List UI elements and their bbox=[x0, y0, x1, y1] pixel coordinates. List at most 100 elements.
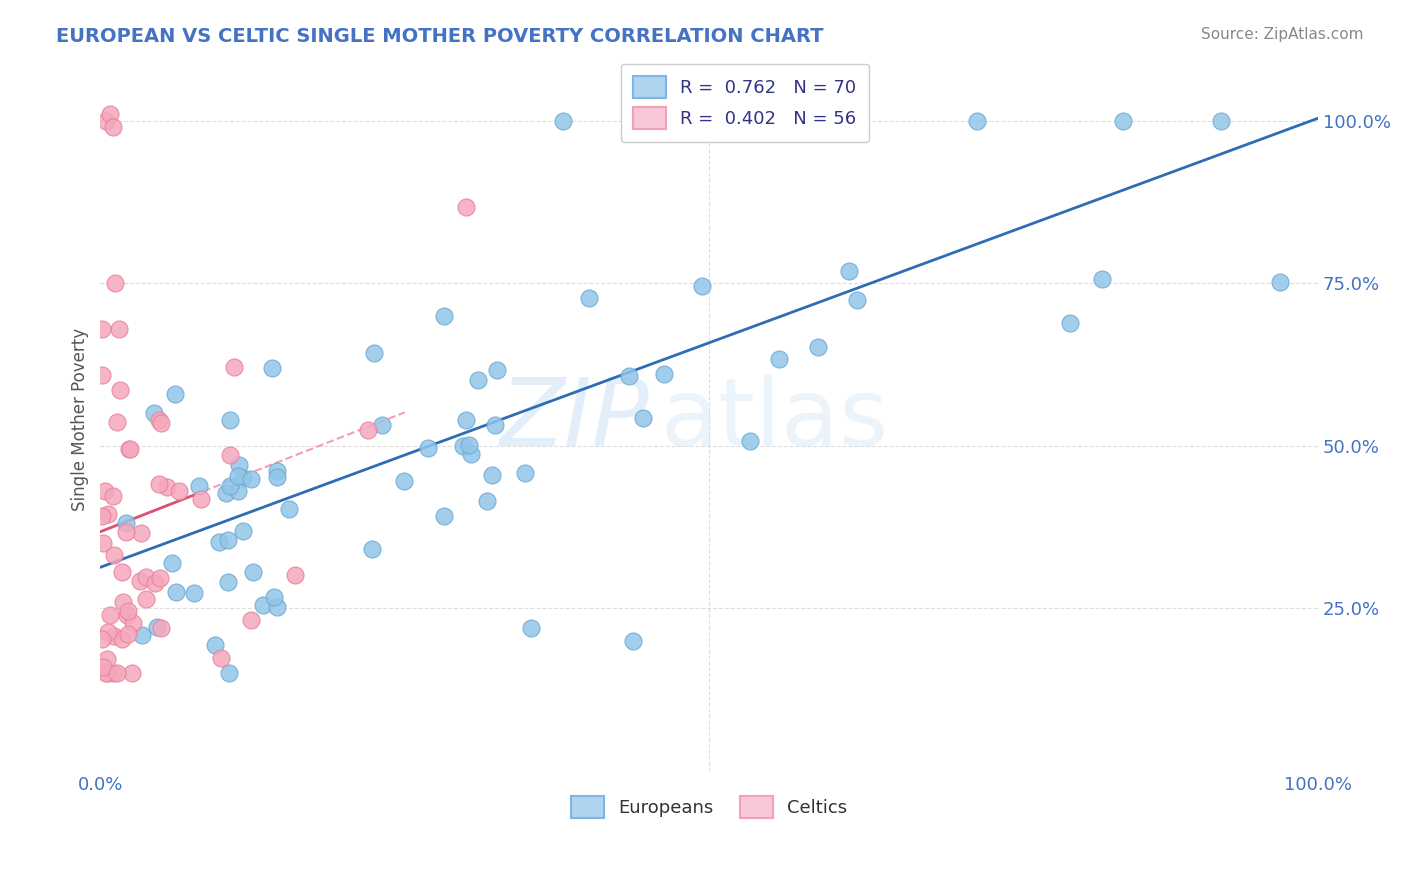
Point bbox=[209, 650, 232, 665]
Point bbox=[115, 525, 138, 540]
Point bbox=[226, 469, 249, 483]
Point bbox=[135, 592, 157, 607]
Point bbox=[94, 483, 117, 498]
Point bbox=[1112, 113, 1135, 128]
Point bbox=[371, 417, 394, 432]
Point bbox=[578, 291, 600, 305]
Point bbox=[208, 534, 231, 549]
Point bbox=[520, 621, 543, 635]
Point bbox=[165, 585, 187, 599]
Y-axis label: Single Mother Poverty: Single Mother Poverty bbox=[72, 328, 89, 511]
Point bbox=[146, 619, 169, 633]
Point bbox=[232, 470, 254, 484]
Point bbox=[96, 652, 118, 666]
Point bbox=[104, 276, 127, 290]
Point bbox=[454, 200, 477, 214]
Point bbox=[145, 575, 167, 590]
Point bbox=[433, 509, 456, 524]
Point bbox=[460, 446, 482, 460]
Point bbox=[475, 493, 498, 508]
Point bbox=[240, 613, 263, 627]
Point bbox=[807, 340, 830, 354]
Point bbox=[167, 484, 190, 499]
Point bbox=[467, 373, 489, 387]
Point bbox=[101, 489, 124, 503]
Point bbox=[148, 413, 170, 427]
Point bbox=[218, 666, 240, 681]
Text: EUROPEAN VS CELTIC SINGLE MOTHER POVERTY CORRELATION CHART: EUROPEAN VS CELTIC SINGLE MOTHER POVERTY… bbox=[56, 27, 824, 45]
Point bbox=[103, 629, 125, 643]
Point bbox=[90, 632, 112, 646]
Text: atlas: atlas bbox=[661, 374, 889, 466]
Point bbox=[723, 113, 745, 128]
Point bbox=[360, 542, 382, 557]
Point bbox=[1209, 113, 1232, 128]
Point bbox=[98, 607, 121, 622]
Point bbox=[240, 472, 263, 486]
Point bbox=[129, 526, 152, 541]
Text: Source: ZipAtlas.com: Source: ZipAtlas.com bbox=[1201, 27, 1364, 42]
Point bbox=[1091, 272, 1114, 286]
Point bbox=[484, 417, 506, 432]
Point bbox=[266, 600, 288, 615]
Point bbox=[105, 416, 128, 430]
Point bbox=[215, 486, 238, 500]
Point bbox=[217, 533, 239, 548]
Point bbox=[117, 604, 139, 618]
Point bbox=[486, 363, 509, 377]
Point bbox=[160, 556, 183, 570]
Point bbox=[277, 501, 299, 516]
Point bbox=[155, 480, 177, 494]
Point bbox=[266, 464, 288, 478]
Point bbox=[228, 458, 250, 473]
Point bbox=[242, 566, 264, 580]
Point bbox=[115, 608, 138, 623]
Point bbox=[553, 113, 575, 128]
Point bbox=[101, 666, 124, 681]
Point bbox=[149, 416, 172, 430]
Point bbox=[105, 666, 128, 681]
Point bbox=[621, 633, 644, 648]
Point bbox=[263, 590, 285, 604]
Point bbox=[111, 565, 134, 579]
Point bbox=[513, 466, 536, 480]
Point bbox=[624, 113, 647, 128]
Point bbox=[117, 627, 139, 641]
Point bbox=[91, 536, 114, 550]
Point bbox=[1268, 275, 1291, 289]
Point bbox=[98, 107, 121, 121]
Point bbox=[90, 322, 112, 336]
Legend: Europeans, Celtics: Europeans, Celtics bbox=[564, 789, 855, 825]
Point bbox=[652, 368, 675, 382]
Point bbox=[190, 491, 212, 506]
Point bbox=[142, 406, 165, 420]
Point bbox=[97, 507, 120, 521]
Point bbox=[457, 438, 479, 452]
Point bbox=[740, 434, 762, 448]
Point bbox=[820, 113, 842, 128]
Point bbox=[121, 666, 143, 681]
Point bbox=[131, 628, 153, 642]
Point bbox=[204, 639, 226, 653]
Point bbox=[111, 632, 134, 647]
Point bbox=[183, 586, 205, 600]
Point bbox=[219, 478, 242, 492]
Point bbox=[118, 442, 141, 457]
Point bbox=[135, 570, 157, 584]
Point bbox=[149, 571, 172, 585]
Point bbox=[232, 524, 254, 538]
Point bbox=[252, 599, 274, 613]
Point bbox=[218, 448, 240, 462]
Text: ZIP: ZIP bbox=[499, 374, 648, 465]
Point bbox=[768, 352, 790, 367]
Point bbox=[90, 368, 112, 382]
Point bbox=[128, 574, 150, 588]
Point bbox=[117, 442, 139, 456]
Point bbox=[150, 621, 173, 635]
Point bbox=[218, 413, 240, 427]
Point bbox=[222, 360, 245, 375]
Point bbox=[96, 113, 118, 128]
Point bbox=[94, 666, 117, 681]
Point bbox=[122, 615, 145, 630]
Point bbox=[418, 441, 440, 455]
